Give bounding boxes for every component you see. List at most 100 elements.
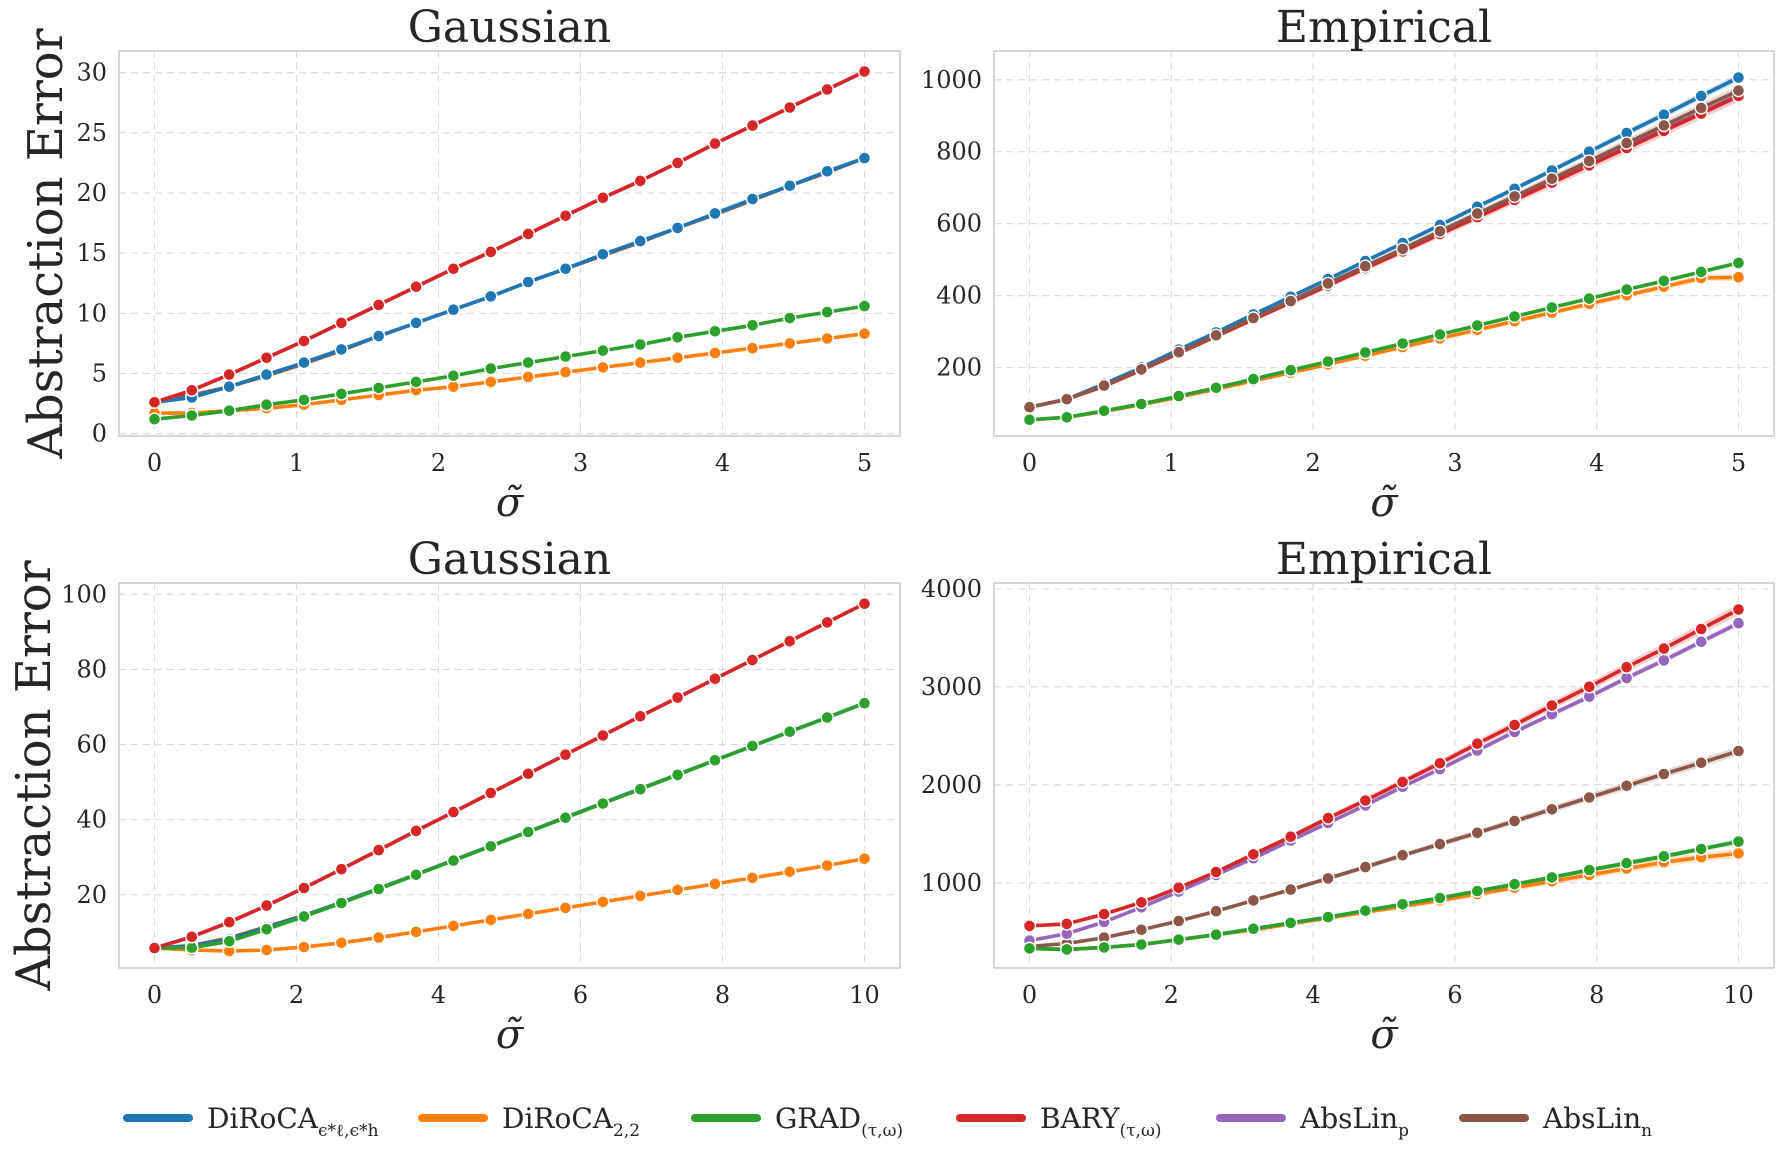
x-axis-label: σ̃ bbox=[1370, 1012, 1399, 1058]
data-point bbox=[1283, 916, 1298, 930]
y-tick-label: 200 bbox=[936, 354, 982, 382]
data-point bbox=[745, 118, 760, 133]
data-point bbox=[1097, 940, 1111, 955]
data-point bbox=[708, 877, 722, 891]
chart-title: Gaussian bbox=[408, 534, 612, 585]
data-point bbox=[783, 634, 797, 648]
data-point bbox=[1545, 802, 1559, 816]
data-point bbox=[297, 334, 311, 348]
data-point bbox=[670, 768, 685, 782]
data-point bbox=[259, 922, 274, 936]
data-point bbox=[1657, 767, 1671, 781]
x-tick-label: 4 bbox=[1305, 981, 1320, 1009]
data-point bbox=[1470, 737, 1485, 751]
y-tick-label: 10 bbox=[76, 299, 107, 327]
chart-panel-4: 0 2 4 6 8 10 1000 2000 3000 4000 Empirical σ̃ bbox=[921, 534, 1775, 1058]
data-point bbox=[1022, 413, 1037, 427]
data-point bbox=[708, 672, 722, 686]
data-point bbox=[259, 943, 274, 957]
data-point bbox=[820, 858, 834, 873]
data-point bbox=[297, 881, 311, 895]
data-point bbox=[820, 710, 834, 725]
y-tick-label: 1000 bbox=[921, 66, 982, 94]
data-point bbox=[446, 369, 461, 383]
legend: DiRoCAϵ*ℓ,ϵ*h DiRoCA2,2 GRAD(τ,ω) BARY(τ,ω)… bbox=[123, 1102, 1652, 1141]
data-point bbox=[1582, 863, 1597, 877]
data-point bbox=[1731, 256, 1746, 270]
data-point bbox=[484, 245, 498, 259]
x-tick-label: 6 bbox=[1447, 981, 1462, 1009]
data-point bbox=[857, 597, 872, 611]
legend-entry-3: GRAD(τ,ω) bbox=[691, 1102, 903, 1141]
data-point bbox=[1507, 189, 1522, 204]
data-point bbox=[708, 206, 722, 221]
data-point bbox=[708, 753, 722, 767]
data-point bbox=[670, 221, 685, 235]
series-GRAD_(τ,ω) bbox=[1022, 256, 1746, 427]
data-point bbox=[1433, 224, 1447, 239]
y-tick-label: 2000 bbox=[921, 771, 982, 799]
data-point bbox=[1470, 884, 1485, 898]
data-point bbox=[745, 871, 760, 885]
data-point bbox=[1731, 270, 1746, 284]
data-point bbox=[633, 174, 647, 188]
data-point bbox=[222, 380, 236, 394]
y-tick-label: 40 bbox=[76, 806, 107, 834]
data-point bbox=[1507, 814, 1522, 828]
x-tick-label: 3 bbox=[573, 449, 588, 477]
data-point bbox=[670, 351, 685, 365]
legend-entry-1: DiRoCAϵ*ℓ,ϵ*h bbox=[123, 1102, 379, 1141]
data-point bbox=[409, 316, 423, 330]
x-tick-label: 10 bbox=[1723, 981, 1754, 1009]
data-point bbox=[297, 909, 311, 924]
legend-label: DiRoCAϵ*ℓ,ϵ*h bbox=[207, 1102, 379, 1141]
series-GRAD_(τ,ω) bbox=[147, 299, 872, 426]
data-point bbox=[484, 361, 498, 376]
data-point bbox=[1582, 790, 1597, 805]
data-point bbox=[372, 843, 386, 857]
x-tick-label: 4 bbox=[431, 981, 446, 1009]
data-point bbox=[1060, 917, 1074, 931]
data-point bbox=[596, 247, 610, 262]
legend-label-name: BARY bbox=[1040, 1102, 1120, 1135]
data-point bbox=[1321, 354, 1335, 369]
data-point bbox=[185, 383, 199, 397]
data-point bbox=[633, 234, 647, 248]
data-point bbox=[1694, 622, 1708, 636]
y-tick-label: 25 bbox=[76, 119, 107, 147]
data-point bbox=[745, 318, 760, 332]
data-point bbox=[708, 136, 722, 151]
data-point bbox=[1657, 641, 1671, 656]
data-point bbox=[1731, 616, 1746, 630]
data-point bbox=[484, 375, 498, 389]
data-point bbox=[596, 360, 610, 375]
data-point bbox=[147, 941, 162, 955]
data-point bbox=[1657, 118, 1671, 133]
chart-panel-1: 0 1 2 3 4 5 0 5 10 15 20 25 30 Gaussian σ̃ Abstraction … bbox=[18, 2, 901, 526]
data-point bbox=[1283, 830, 1298, 844]
y-tick-label: 400 bbox=[936, 282, 982, 310]
data-point bbox=[1545, 870, 1559, 885]
data-point bbox=[521, 825, 535, 839]
x-tick-label: 5 bbox=[857, 449, 872, 477]
legend-label: AbsLinp bbox=[1299, 1102, 1409, 1141]
data-point bbox=[1134, 362, 1149, 377]
data-point bbox=[147, 395, 162, 409]
data-point bbox=[297, 940, 311, 954]
data-point bbox=[1433, 891, 1447, 905]
data-point bbox=[1619, 660, 1634, 674]
data-point bbox=[1246, 372, 1261, 386]
y-tick-label: 0 bbox=[92, 420, 107, 448]
legend-entry-2: DiRoCA2,2 bbox=[418, 1102, 640, 1141]
data-point bbox=[1171, 914, 1186, 928]
data-point bbox=[521, 370, 535, 384]
data-point bbox=[558, 748, 573, 762]
x-tick-label: 1 bbox=[289, 449, 304, 477]
data-point bbox=[820, 305, 834, 319]
data-point bbox=[1694, 265, 1708, 279]
data-point bbox=[1283, 882, 1298, 897]
data-point bbox=[1582, 154, 1596, 168]
x-tick-label: 6 bbox=[573, 981, 588, 1009]
legend-label-subscript: p bbox=[1398, 1121, 1409, 1141]
data-point bbox=[1731, 744, 1746, 758]
